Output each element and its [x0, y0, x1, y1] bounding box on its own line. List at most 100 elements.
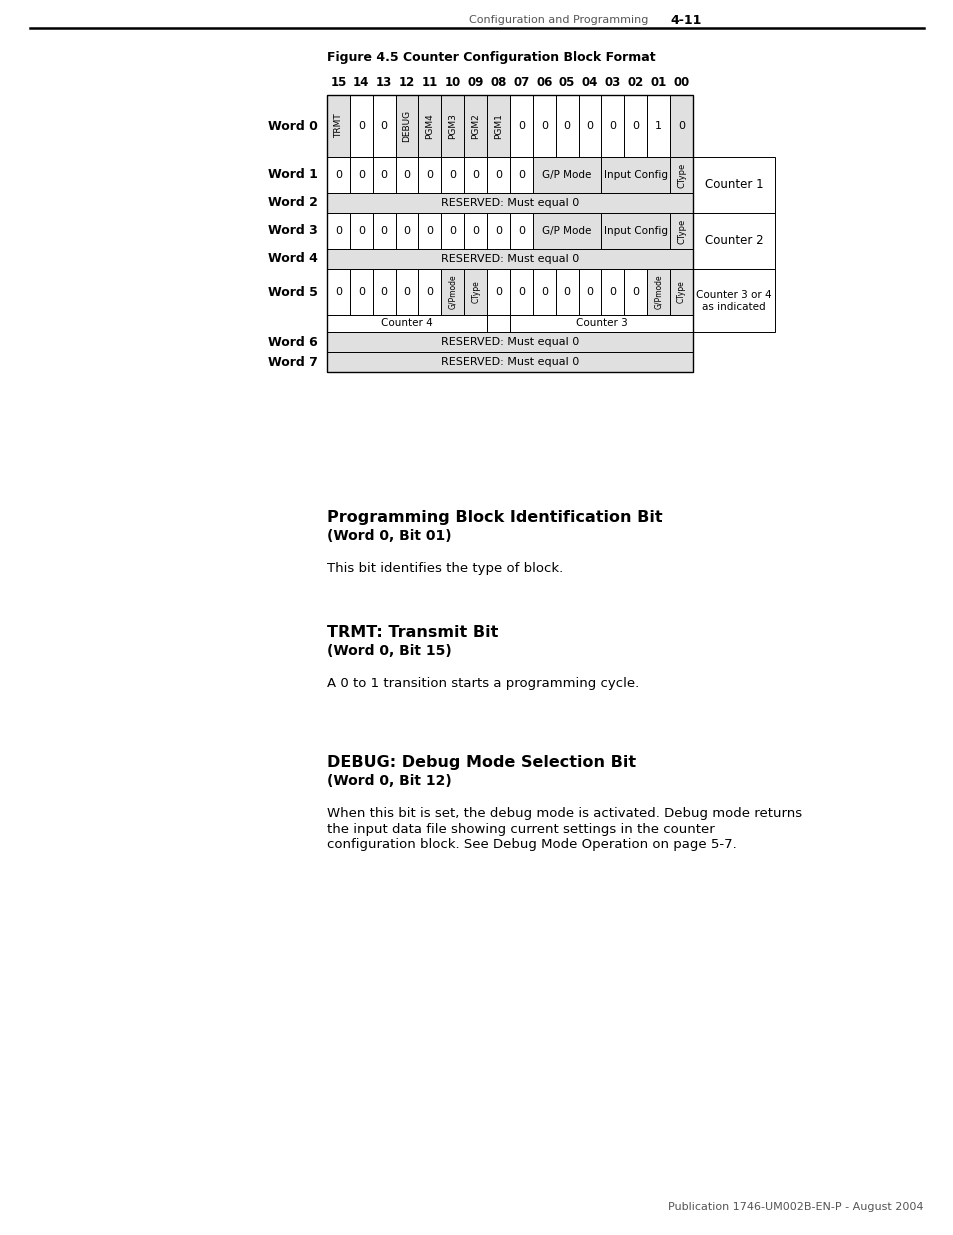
- Bar: [487, 212, 510, 249]
- Text: This bit identifies the type of block.: This bit identifies the type of block.: [327, 562, 562, 576]
- Bar: [464, 212, 487, 249]
- Bar: [556, 269, 578, 315]
- Text: 0: 0: [517, 121, 524, 131]
- Text: (Word 0, Bit 15): (Word 0, Bit 15): [327, 643, 452, 658]
- Text: 01: 01: [650, 77, 666, 89]
- Text: PGM3: PGM3: [448, 114, 456, 140]
- Text: 10: 10: [444, 77, 460, 89]
- Text: 09: 09: [467, 77, 483, 89]
- Bar: [623, 95, 646, 157]
- Bar: [350, 212, 373, 249]
- Text: Word 6: Word 6: [268, 336, 317, 348]
- Bar: [510, 315, 692, 332]
- Text: PGM4: PGM4: [425, 114, 434, 138]
- Bar: [487, 315, 510, 332]
- Text: 0: 0: [678, 121, 684, 131]
- Text: G/Pmode: G/Pmode: [448, 274, 456, 309]
- Bar: [533, 212, 601, 249]
- Text: CType: CType: [677, 162, 685, 188]
- Text: Word 1: Word 1: [268, 168, 317, 182]
- Text: G/Pmode: G/Pmode: [654, 274, 662, 309]
- Bar: [350, 157, 373, 193]
- Text: 0: 0: [563, 121, 570, 131]
- Text: 0: 0: [495, 226, 501, 236]
- Bar: [669, 269, 692, 315]
- Bar: [395, 269, 418, 315]
- Text: Counter 3: Counter 3: [575, 319, 627, 329]
- Text: 0: 0: [609, 121, 616, 131]
- Text: 0: 0: [403, 226, 410, 236]
- Text: PGM1: PGM1: [494, 114, 502, 140]
- Bar: [373, 95, 395, 157]
- Bar: [601, 95, 623, 157]
- Bar: [578, 269, 601, 315]
- Bar: [441, 95, 464, 157]
- Text: 0: 0: [380, 287, 387, 296]
- Bar: [373, 212, 395, 249]
- Text: 0: 0: [540, 287, 547, 296]
- Bar: [327, 212, 350, 249]
- Text: 0: 0: [357, 226, 364, 236]
- Bar: [692, 157, 774, 212]
- Text: CType: CType: [471, 280, 479, 304]
- Text: 0: 0: [563, 287, 570, 296]
- Text: Word 7: Word 7: [268, 356, 317, 368]
- Bar: [510, 95, 533, 157]
- Text: Programming Block Identification Bit: Programming Block Identification Bit: [327, 510, 662, 525]
- Bar: [327, 249, 692, 269]
- Text: Word 2: Word 2: [268, 196, 317, 210]
- Bar: [578, 95, 601, 157]
- Text: 0: 0: [495, 170, 501, 180]
- Text: 07: 07: [513, 77, 529, 89]
- Bar: [533, 269, 556, 315]
- Text: 0: 0: [335, 287, 341, 296]
- Text: RESERVED: Must equal 0: RESERVED: Must equal 0: [440, 357, 578, 367]
- Text: DEBUG: DEBUG: [402, 110, 411, 142]
- Bar: [669, 157, 692, 193]
- Bar: [327, 95, 350, 157]
- Text: the input data file showing current settings in the counter: the input data file showing current sett…: [327, 823, 714, 836]
- Text: RESERVED: Must equal 0: RESERVED: Must equal 0: [440, 254, 578, 264]
- Bar: [350, 95, 373, 157]
- Bar: [418, 95, 441, 157]
- Bar: [327, 95, 692, 372]
- Text: 0: 0: [517, 226, 524, 236]
- Text: 0: 0: [380, 226, 387, 236]
- Text: 0: 0: [517, 287, 524, 296]
- Bar: [487, 269, 510, 315]
- Text: Counter 2: Counter 2: [704, 235, 762, 247]
- Text: 0: 0: [335, 170, 341, 180]
- Text: Word 5: Word 5: [268, 285, 317, 299]
- Text: Word 4: Word 4: [268, 252, 317, 266]
- Bar: [464, 95, 487, 157]
- Text: Word 3: Word 3: [268, 225, 317, 237]
- Text: 11: 11: [421, 77, 437, 89]
- Bar: [601, 212, 669, 249]
- Text: 12: 12: [398, 77, 415, 89]
- Text: 0: 0: [335, 226, 341, 236]
- Text: 0: 0: [426, 170, 433, 180]
- Bar: [533, 95, 556, 157]
- Text: Counter 3 or 4: Counter 3 or 4: [696, 289, 771, 300]
- Text: Input Config: Input Config: [603, 226, 667, 236]
- Text: 03: 03: [604, 77, 620, 89]
- Text: 1: 1: [655, 121, 661, 131]
- Text: 0: 0: [586, 287, 593, 296]
- Text: Configuration and Programming: Configuration and Programming: [468, 15, 647, 25]
- Text: 08: 08: [490, 77, 506, 89]
- Bar: [692, 269, 774, 332]
- Bar: [418, 157, 441, 193]
- Bar: [510, 212, 533, 249]
- Text: G/P Mode: G/P Mode: [542, 170, 591, 180]
- Bar: [487, 157, 510, 193]
- Text: 0: 0: [517, 170, 524, 180]
- Text: 0: 0: [403, 170, 410, 180]
- Bar: [669, 95, 692, 157]
- Bar: [418, 269, 441, 315]
- Text: DEBUG: Debug Mode Selection Bit: DEBUG: Debug Mode Selection Bit: [327, 755, 636, 769]
- Text: Figure 4.5 Counter Configuration Block Format: Figure 4.5 Counter Configuration Block F…: [327, 51, 655, 63]
- Bar: [510, 157, 533, 193]
- Text: 0: 0: [426, 287, 433, 296]
- Text: 0: 0: [380, 170, 387, 180]
- Text: 13: 13: [375, 77, 392, 89]
